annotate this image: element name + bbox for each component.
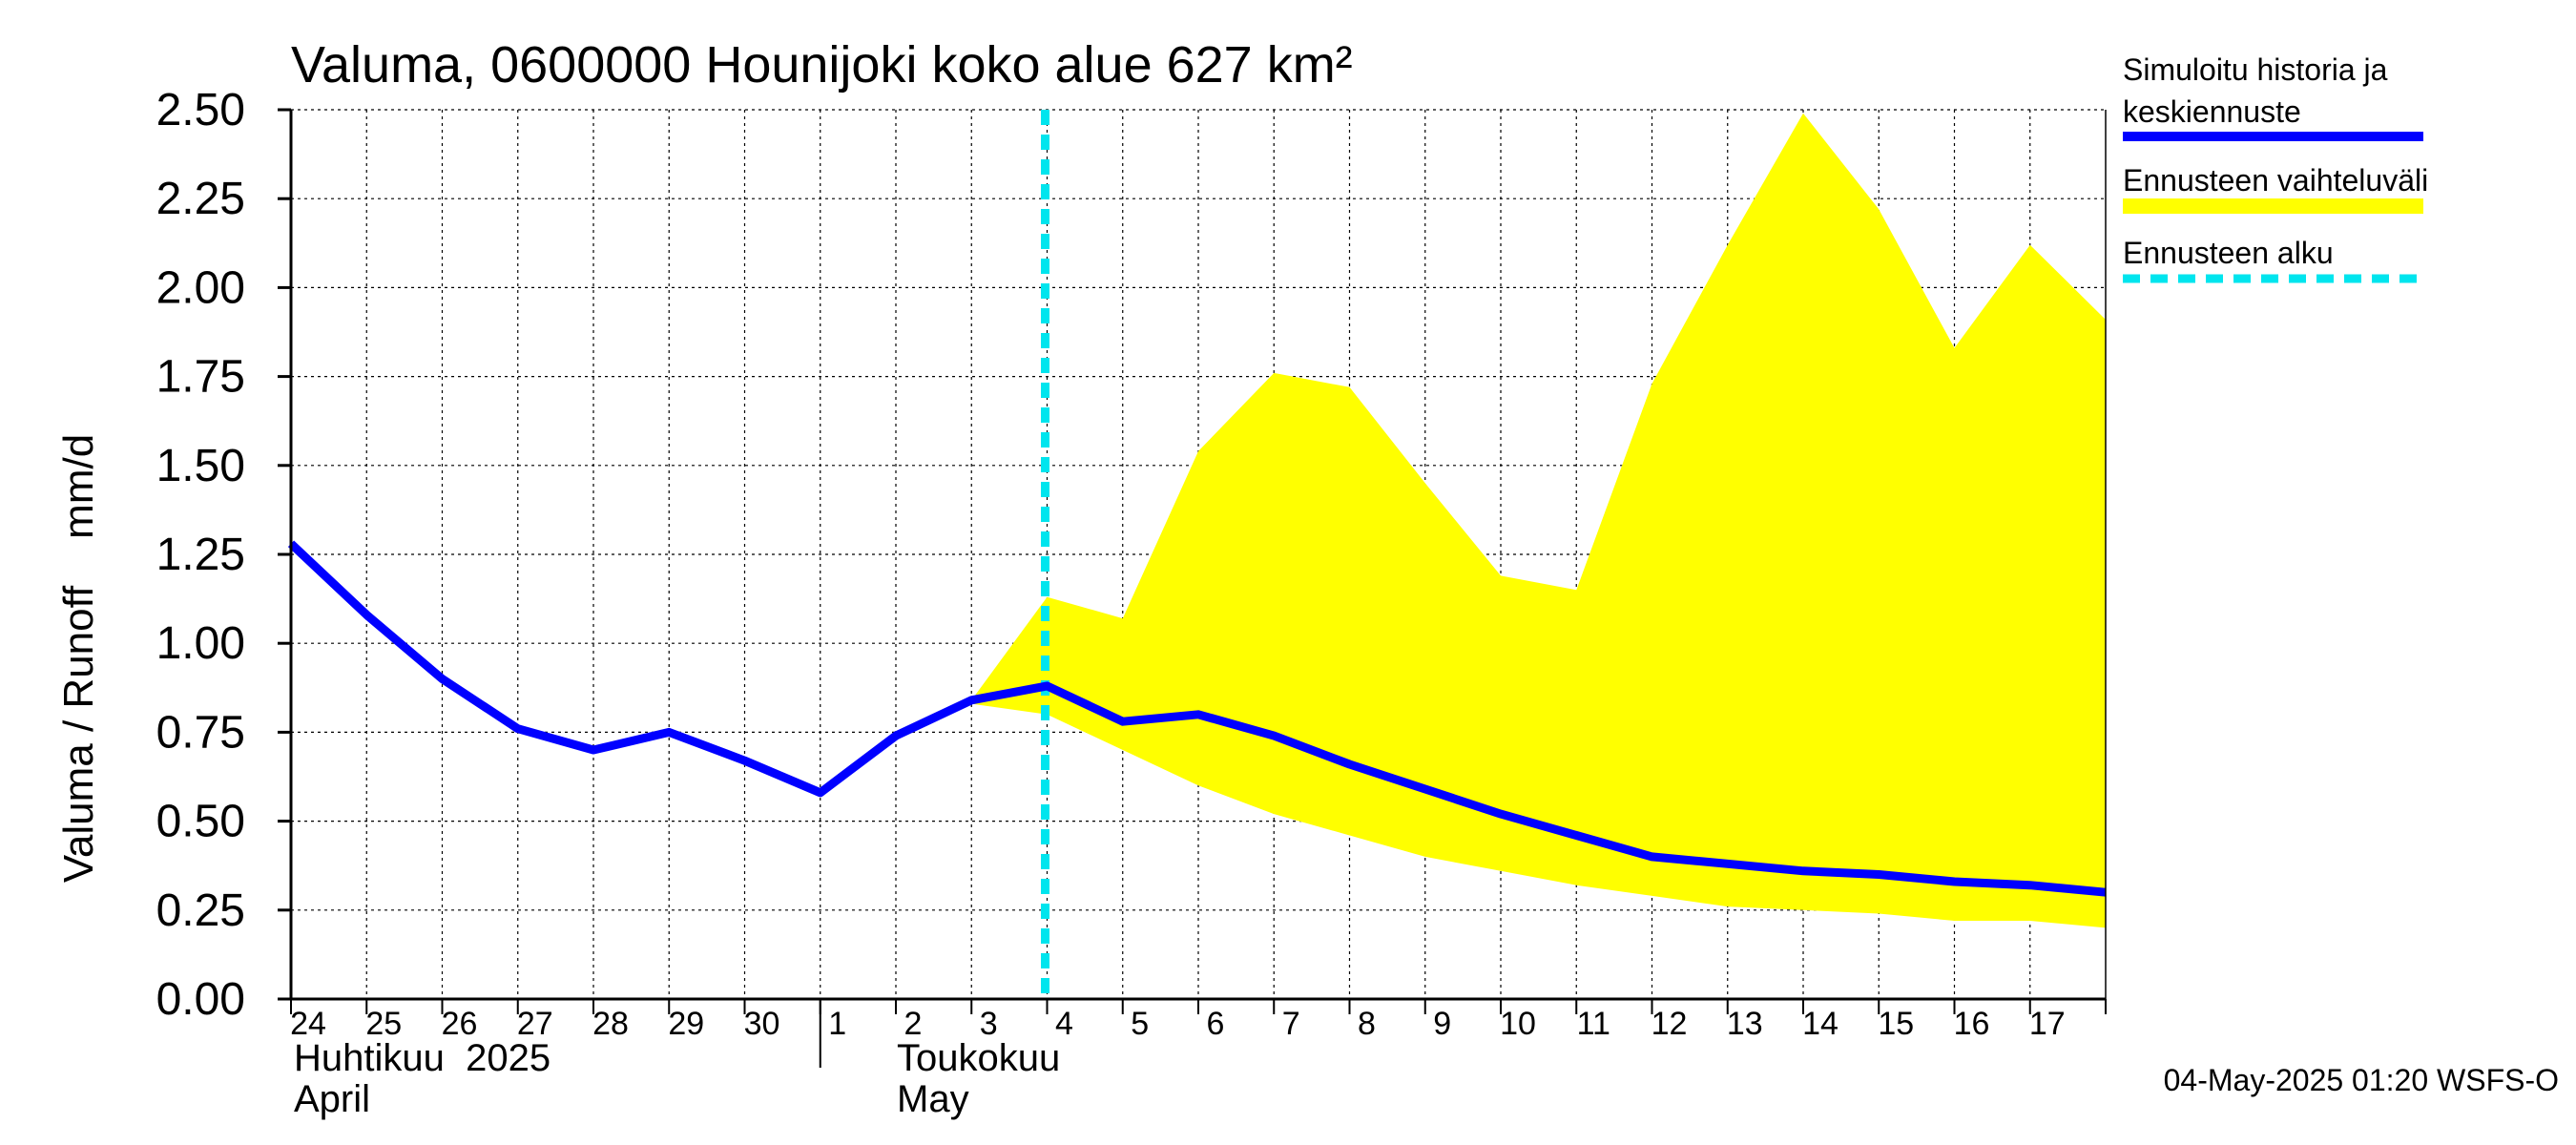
y-tick-label: 2.25 [156, 174, 245, 224]
x-tick-label: 24 [290, 1006, 326, 1042]
x-tick-label: 2 [904, 1006, 923, 1042]
x-tick-label: 9 [1433, 1006, 1451, 1042]
axes [278, 108, 2107, 1068]
runoff-median-line [287, 540, 2107, 897]
footer-timestamp: 04-May-2025 01:20 WSFS-O [2164, 1063, 2559, 1097]
y-tick-labels: 0.00 0.25 0.50 0.75 1.00 1.25 1.50 1.75 2.00 2.25… [156, 85, 245, 1025]
y-tick-label: 0.25 [156, 885, 245, 936]
y-tick-label: 1.25 [156, 530, 245, 580]
forecast-range-band [971, 113, 2106, 928]
x-tick-label: 26 [442, 1006, 478, 1042]
x-tick-label: 27 [517, 1006, 553, 1042]
y-tick-label: 1.50 [156, 441, 245, 491]
x-tick-label: 28 [592, 1006, 629, 1042]
x-tick-label: 6 [1207, 1006, 1225, 1042]
x-tick-label: 17 [2029, 1006, 2066, 1042]
month-label-april-fi: Huhtikuu 2025 [294, 1037, 551, 1079]
x-tick-label: 25 [365, 1006, 402, 1042]
x-tick-label: 3 [980, 1006, 998, 1042]
x-tick-label: 4 [1055, 1006, 1073, 1042]
x-tick-label: 1 [828, 1006, 846, 1042]
x-tick-label: 29 [668, 1006, 704, 1042]
series-lines [287, 540, 2107, 897]
legend-label-range: Ennusteen vaihteluväli [2123, 163, 2428, 198]
x-tick-label: 12 [1652, 1006, 1688, 1042]
x-tick-label: 15 [1878, 1006, 1914, 1042]
x-tick-label: 5 [1131, 1006, 1149, 1042]
y-tick-label: 1.00 [156, 618, 245, 669]
x-tick-label: 8 [1358, 1006, 1376, 1042]
x-tick-label: 13 [1727, 1006, 1763, 1042]
y-tick-label: 0.75 [156, 707, 245, 758]
x-tick-label: 7 [1282, 1006, 1300, 1042]
month-label-april-en: April [294, 1078, 370, 1120]
month-label-may-en: May [897, 1078, 969, 1120]
y-tick-label: 0.50 [156, 797, 245, 847]
chart-title: Valuma, 0600000 Hounijoki koko alue 627 … [291, 36, 1353, 94]
legend: Simuloitu historia ja keskiennuste Ennus… [2123, 52, 2428, 283]
x-tick-labels: 24 25 26 27 28 29 30 1 2 3 4 5 6 7 8 9 10 11 12 13 14 15 16 17 [290, 1006, 2066, 1042]
month-label-may-fi: Toukokuu [897, 1037, 1060, 1079]
y-tick-label: 2.00 [156, 262, 245, 313]
x-tick-label: 10 [1500, 1006, 1536, 1042]
x-tick-label: 14 [1802, 1006, 1839, 1042]
legend-label-sim-1: Simuloitu historia ja [2123, 52, 2388, 87]
x-tick-label: 16 [1954, 1006, 1990, 1042]
y-tick-label: 1.75 [156, 352, 245, 403]
forecast-range-area [971, 113, 2106, 928]
legend-label-sim-2: keskiennuste [2123, 94, 2301, 129]
y-tick-label: 2.50 [156, 85, 245, 135]
y-tick-label: 0.00 [156, 974, 245, 1025]
legend-label-start: Ennusteen alku [2123, 236, 2334, 270]
x-tick-label: 30 [744, 1006, 780, 1042]
y-axis-label: Valuma / Runoff mm/d [55, 434, 102, 883]
x-tick-label: 11 [1577, 1006, 1610, 1042]
